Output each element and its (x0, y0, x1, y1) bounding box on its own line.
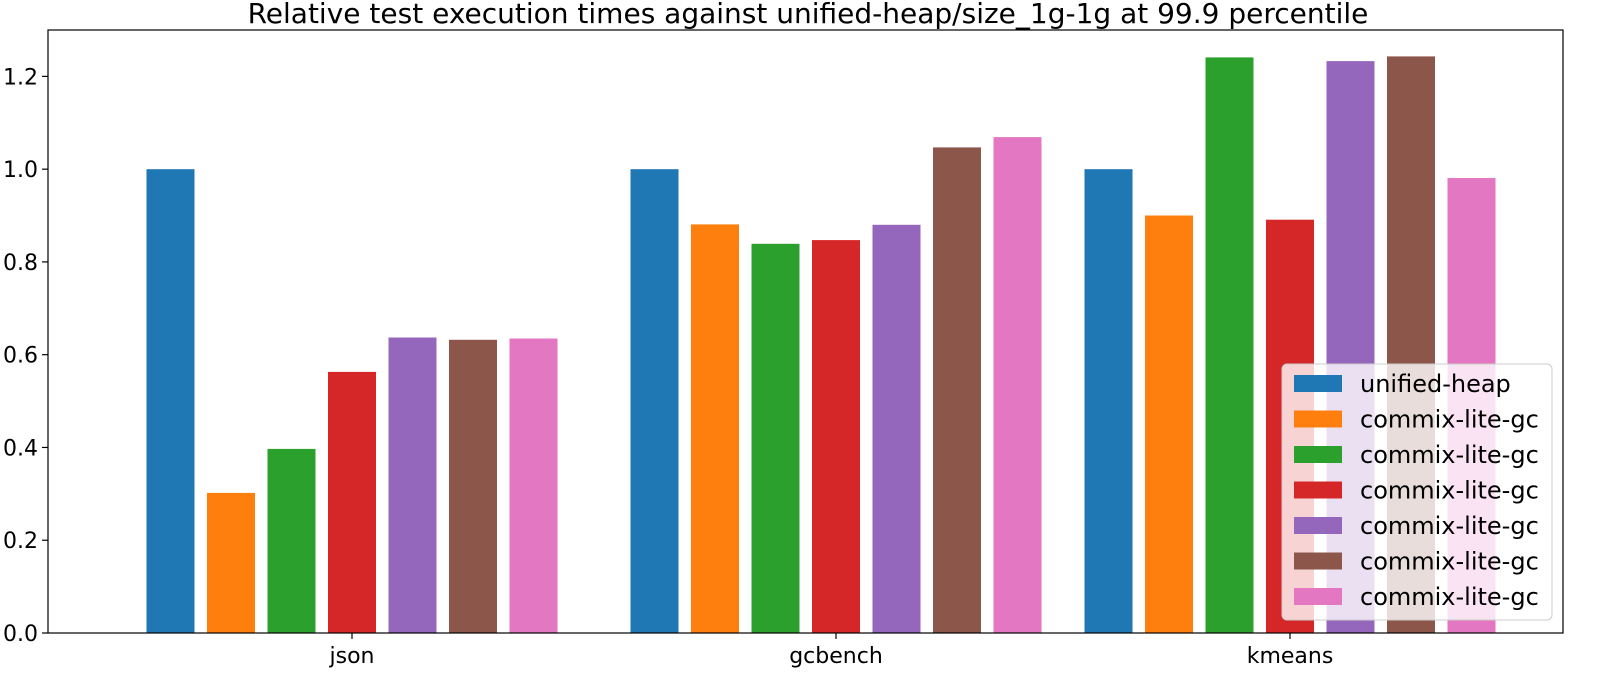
chart-title: Relative test execution times against un… (248, 0, 1369, 30)
bar-gcbench-series-6 (993, 137, 1042, 633)
bar-kmeans-series-1 (1145, 215, 1193, 633)
bar-kmeans-series-2 (1205, 57, 1254, 633)
legend-label: commix-lite-gc (1360, 548, 1539, 576)
x-tick-label: json (329, 644, 375, 669)
legend-swatch (1294, 517, 1342, 534)
legend-label: commix-lite-gc (1360, 441, 1539, 469)
legend-swatch (1294, 552, 1342, 570)
legend-label: commix-lite-gc (1360, 406, 1539, 434)
legend-swatch (1294, 410, 1342, 428)
y-tick-label: 0.4 (3, 436, 38, 461)
legend-label: commix-lite-gc (1360, 583, 1539, 611)
legend-swatch (1294, 375, 1342, 392)
legend-swatch (1294, 588, 1342, 605)
bar-json-series-1 (207, 492, 255, 633)
y-tick-label: 0.8 (3, 251, 38, 276)
bar-json-series-5 (449, 339, 497, 633)
legend-label: commix-lite-gc (1360, 477, 1539, 505)
legend-label: commix-lite-gc (1360, 512, 1539, 540)
bar-json-series-6 (509, 338, 558, 633)
legend-swatch (1294, 446, 1342, 463)
plot-area-frame (47, 29, 1564, 634)
bar-gcbench-series-3 (812, 240, 860, 633)
bar-json-series-0 (146, 169, 195, 633)
bar-gcbench-series-5 (933, 147, 981, 633)
legend: unified-heap commix-lite-gc commix-lite-gc… (1281, 363, 1553, 621)
legend-box (1281, 363, 1553, 621)
bar-gcbench-series-1 (691, 224, 739, 633)
y-tick-label: 1.2 (3, 65, 38, 90)
x-tick-label: kmeans (1247, 644, 1334, 669)
y-tick-label: 0.0 (3, 622, 38, 647)
bar-kmeans-series-0 (1084, 169, 1133, 633)
bar-json-series-4 (388, 337, 437, 633)
bar-json-series-3 (328, 371, 376, 633)
legend-swatch (1294, 481, 1342, 499)
bar-gcbench-series-2 (751, 243, 800, 634)
axes-layer: 0.0 0.2 0.4 0.6 0.8 1.0 1.2 json gcbench kmeans (3, 65, 1333, 669)
bar-gcbench-series-4 (872, 224, 921, 634)
y-tick-label: 1.0 (3, 158, 38, 183)
bar-gcbench-series-0 (630, 169, 679, 633)
bar-json-series-2 (267, 448, 316, 633)
y-tick-label: 0.2 (3, 529, 38, 554)
y-tick-label: 0.6 (3, 344, 38, 369)
x-tick-label: gcbench (789, 644, 883, 669)
legend-label: unified-heap (1360, 370, 1511, 398)
